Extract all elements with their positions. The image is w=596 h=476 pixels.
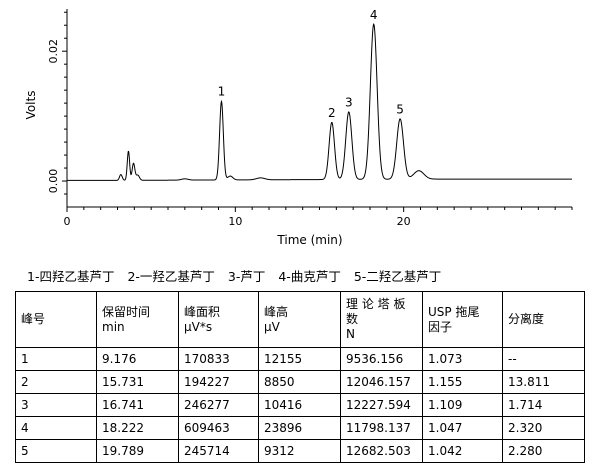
table-cell: 1.155 (422, 370, 503, 394)
table-cell: 245714 (178, 439, 259, 463)
peak-label: 3 (345, 96, 353, 110)
x-axis-label: Time (min) (276, 233, 342, 247)
table-cell: 194227 (178, 370, 259, 394)
column-header-line: min (102, 319, 125, 334)
peak-label: 4 (370, 8, 378, 22)
table-cell: 12155 (258, 347, 341, 371)
table-cell: 1.714 (502, 393, 585, 417)
table-cell: 12046.157 (340, 370, 423, 394)
y-axis-label: Volts (24, 91, 38, 120)
column-header-line: N (346, 327, 355, 341)
table-cell: 1.047 (422, 416, 503, 440)
chart-axes: 0 10 20 0.00 0.02 (47, 9, 573, 228)
table-cell: 16.741 (96, 393, 179, 417)
peak-label: 1 (218, 84, 226, 98)
column-header-line: μV (264, 319, 280, 334)
table-cell: 11798.137 (340, 416, 423, 440)
table-cell: 5 (15, 439, 97, 463)
table-cell: 1.073 (422, 347, 503, 371)
column-header-line: 数 (346, 312, 359, 326)
table-cell: 23896 (258, 416, 341, 440)
column-header-line: 保留时间 (102, 304, 151, 319)
column-header-line: 峰高 (264, 304, 289, 319)
legend-item: 5-二羟乙基芦丁 (353, 269, 442, 284)
column-header-line: 峰面积 (184, 304, 221, 319)
chromatogram-trace (67, 22, 572, 181)
table-cell: 9.176 (96, 347, 179, 371)
column-header-line: 因子 (428, 319, 453, 334)
column-header: USP 拖尾 因子 (422, 291, 503, 348)
x-tick-label: 20 (397, 215, 411, 228)
column-header: 峰面积 μV*s (178, 291, 259, 348)
column-header-line: USP 拖尾 (428, 304, 480, 319)
table-cell: 2.280 (502, 439, 585, 463)
y-tick-label: 0.02 (47, 39, 60, 64)
table-row: 2 15.731 194227 8850 12046.157 1.155 13.811 (15, 370, 585, 394)
table-cell: 4 (15, 416, 97, 440)
table-cell: 246277 (178, 393, 259, 417)
table-cell: 1 (15, 347, 97, 371)
table-cell: 19.789 (96, 439, 179, 463)
table-cell: 3 (15, 393, 97, 417)
compound-legend: 1-四羟乙基芦丁 2-一羟乙基芦丁 3-芦丁 4-曲克芦丁 5-二羟乙基芦丁 (27, 266, 450, 285)
column-header: 峰高 μV (258, 291, 341, 348)
x-tick-label: 10 (228, 215, 242, 228)
column-header-line: 分离度 (508, 312, 545, 326)
legend-item: 2-一羟乙基芦丁 (127, 269, 215, 284)
table-cell: -- (502, 347, 585, 371)
column-header-line: μV*s (184, 319, 213, 334)
column-header-line: 理 论 塔 板 (346, 297, 406, 311)
table-cell: 13.811 (502, 370, 585, 394)
table-cell: 1.109 (422, 393, 503, 417)
y-tick-label: 0.00 (47, 169, 60, 194)
legend-item: 3-芦丁 (227, 269, 266, 284)
table-cell: 9536.156 (340, 347, 423, 371)
table-header-row: 峰号 保留时间 min 峰面积 μV*s 峰高 μV 理 论 塔 板数 N USP 拖尾 因子 分离度 (15, 291, 585, 348)
table-cell: 170833 (178, 347, 259, 371)
table-cell: 2 (15, 370, 97, 394)
column-header: 分离度 (502, 291, 585, 348)
peak-label: 5 (396, 103, 404, 117)
legend-item: 1-四羟乙基芦丁 (27, 269, 115, 284)
peak-results-table: 峰号 保留时间 min 峰面积 μV*s 峰高 μV 理 论 塔 板数 N USP 拖尾 因子 分离度… (15, 291, 585, 463)
table-row: 1 9.176 170833 12155 9536.156 1.073 -- (15, 347, 585, 371)
table-row: 3 16.741 246277 10416 12227.594 1.109 1.714 (15, 393, 585, 417)
column-header: 峰号 (15, 291, 97, 348)
table-cell: 9312 (258, 439, 341, 463)
table-cell: 2.320 (502, 416, 585, 440)
table-cell: 15.731 (96, 370, 179, 394)
table-row: 4 18.222 609463 23896 11798.137 1.047 2.320 (15, 416, 585, 440)
table-cell: 12682.503 (340, 439, 423, 463)
table-cell: 8850 (258, 370, 341, 394)
legend-item: 4-曲克芦丁 (278, 269, 341, 284)
table-cell: 10416 (258, 393, 341, 417)
peak-label: 2 (328, 106, 336, 120)
table-cell: 12227.594 (340, 393, 423, 417)
column-header: 保留时间 min (96, 291, 179, 348)
table-cell: 18.222 (96, 416, 179, 440)
table-row: 5 19.789 245714 9312 12682.503 1.042 2.280 (15, 439, 585, 463)
x-tick-label: 0 (64, 215, 71, 228)
column-header-line: 峰号 (21, 312, 46, 326)
table-cell: 1.042 (422, 439, 503, 463)
table-cell: 609463 (178, 416, 259, 440)
